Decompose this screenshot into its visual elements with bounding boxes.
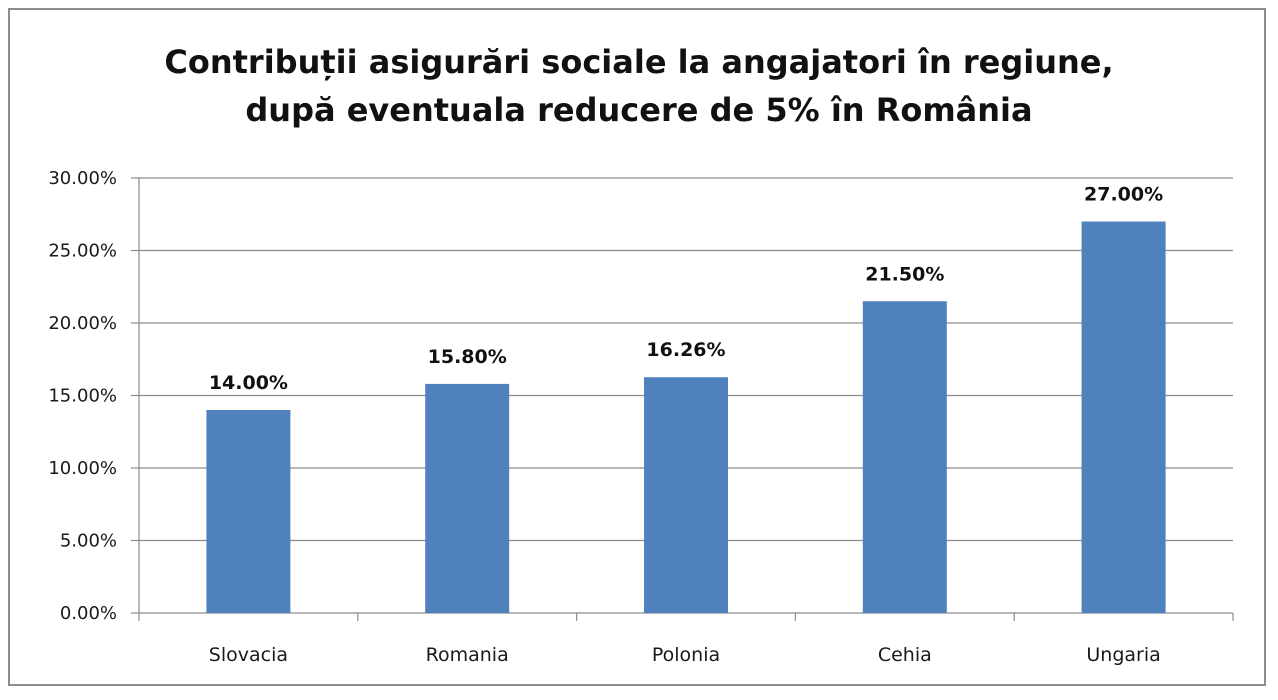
x-category-label-ungaria: Ungaria bbox=[1086, 644, 1160, 666]
bar-cehia bbox=[862, 301, 947, 613]
data-label-cehia: 21.50% bbox=[865, 263, 944, 285]
data-label-romania: 15.80% bbox=[428, 346, 507, 368]
x-category-label-romania: Romania bbox=[426, 644, 509, 666]
chart-title-line-1: Contribuții asigurări sociale la angajat… bbox=[164, 43, 1114, 81]
bar-slovacia bbox=[206, 410, 291, 613]
data-label-ungaria: 27.00% bbox=[1084, 184, 1163, 206]
data-label-polonia: 16.26% bbox=[646, 339, 725, 361]
labels: 14.00% Slovacia 15.80% Romania 16.26% Polonia… bbox=[209, 184, 1163, 667]
x-category-label-slovacia: Slovacia bbox=[209, 644, 288, 666]
y-tick-label-5: 25.00% bbox=[48, 241, 117, 262]
x-category-label-polonia: Polonia bbox=[652, 644, 720, 666]
y-tick-label-3: 15.00% bbox=[48, 386, 117, 407]
bar-ungaria bbox=[1081, 221, 1166, 613]
y-tick-label-2: 10.00% bbox=[48, 458, 117, 479]
data-label-slovacia: 14.00% bbox=[209, 372, 288, 394]
y-tick-label-6: 30.00% bbox=[48, 168, 117, 189]
x-category-label-cehia: Cehia bbox=[878, 644, 932, 666]
bars bbox=[206, 221, 1166, 613]
chart-title-line-2: după eventuala reducere de 5% în România bbox=[245, 91, 1033, 129]
bar-polonia bbox=[644, 377, 728, 613]
bar-romania bbox=[425, 383, 510, 613]
y-tick-label-4: 20.00% bbox=[48, 313, 117, 334]
y-tick-label-0: 0.00% bbox=[60, 603, 117, 624]
chart-title: Contribuții asigurări sociale la angajat… bbox=[0, 38, 1278, 134]
y-tick-label-1: 5.00% bbox=[60, 531, 117, 552]
